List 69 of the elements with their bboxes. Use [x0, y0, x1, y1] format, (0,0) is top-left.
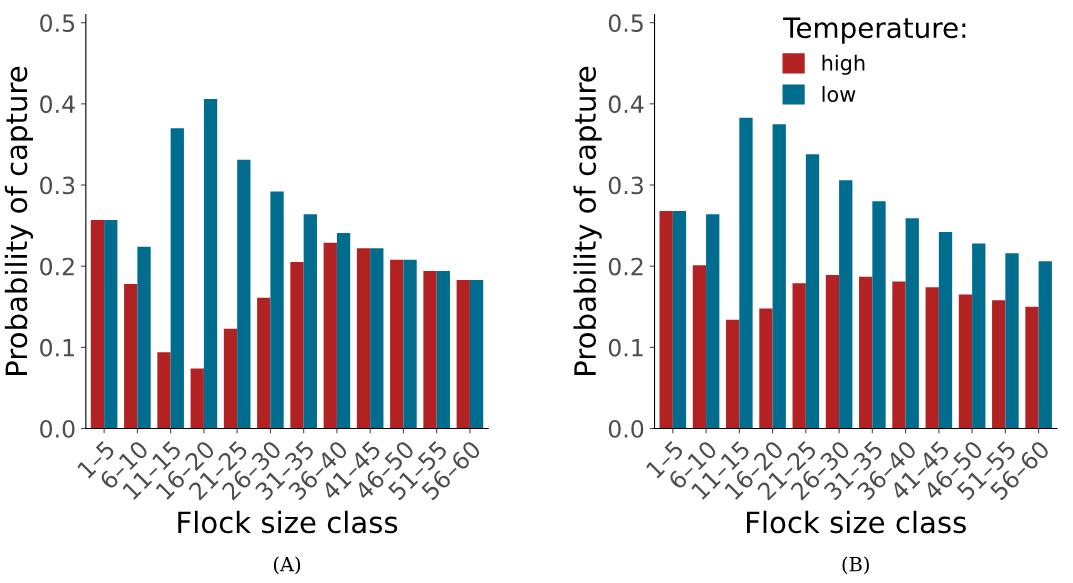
bar — [237, 159, 251, 429]
bar — [938, 232, 953, 429]
bar — [739, 117, 753, 429]
y-axis-title: Probability of capture — [4, 66, 34, 375]
bar — [805, 154, 820, 429]
y-tick-label: 0.0 — [608, 419, 644, 438]
bar — [403, 259, 417, 429]
legend-label: low — [822, 85, 856, 103]
bar — [104, 219, 118, 429]
legend-label: high — [822, 54, 865, 75]
bar — [772, 124, 786, 429]
bar — [270, 191, 284, 429]
bar — [992, 300, 1006, 429]
y-tick-label: 0.3 — [608, 176, 643, 195]
y-tick-label: 0.0 — [40, 419, 75, 438]
bar — [370, 248, 384, 429]
x-axis-title: Flock size class — [178, 510, 398, 534]
bar — [223, 328, 238, 429]
bar — [137, 246, 151, 429]
bar — [905, 218, 919, 429]
bar — [1005, 253, 1019, 429]
bar — [257, 297, 271, 429]
x-axis-title: Flock size class — [747, 510, 966, 534]
bar — [469, 279, 484, 429]
bar — [336, 232, 351, 429]
text: (B) — [842, 556, 869, 575]
bar — [958, 294, 973, 429]
bar — [436, 271, 450, 429]
bar — [792, 283, 806, 429]
y-tick-label: 0.2 — [608, 257, 643, 276]
bar — [706, 214, 720, 429]
bar — [825, 275, 840, 429]
bar — [1038, 261, 1052, 429]
bar — [925, 287, 939, 429]
bar — [356, 248, 371, 429]
bar — [659, 210, 673, 429]
y-tick-label: 0.5 — [40, 14, 75, 32]
bar — [839, 180, 853, 429]
bar — [290, 262, 304, 429]
bar — [303, 214, 317, 429]
bar — [759, 308, 773, 429]
legend-title: Temperature: — [783, 17, 966, 44]
bar — [170, 128, 184, 429]
y-tick-label: 0.4 — [608, 95, 644, 114]
y-tick-label: 0.5 — [608, 14, 643, 32]
bar — [872, 201, 886, 429]
y-tick-label: 0.2 — [40, 257, 74, 276]
bar — [323, 242, 337, 429]
bar — [390, 259, 404, 429]
bar — [124, 284, 138, 429]
text: (A) — [273, 556, 301, 575]
y-tick-label: 0.1 — [40, 338, 74, 357]
bar — [423, 271, 437, 429]
bar — [190, 368, 204, 429]
bar — [203, 98, 218, 429]
bar — [157, 352, 171, 429]
y-tick-label: 0.3 — [40, 176, 75, 195]
y-tick-label: 0.4 — [40, 95, 75, 114]
y-axis-title: Probability of capture — [573, 66, 602, 375]
bar — [972, 243, 986, 429]
bar — [456, 279, 470, 429]
bar — [672, 210, 687, 429]
bar — [90, 219, 105, 429]
bar — [692, 265, 707, 429]
y-tick-label: 0.1 — [608, 338, 643, 357]
bar — [1025, 306, 1039, 429]
bar — [726, 319, 740, 429]
bar — [892, 281, 906, 429]
bar — [859, 276, 873, 429]
